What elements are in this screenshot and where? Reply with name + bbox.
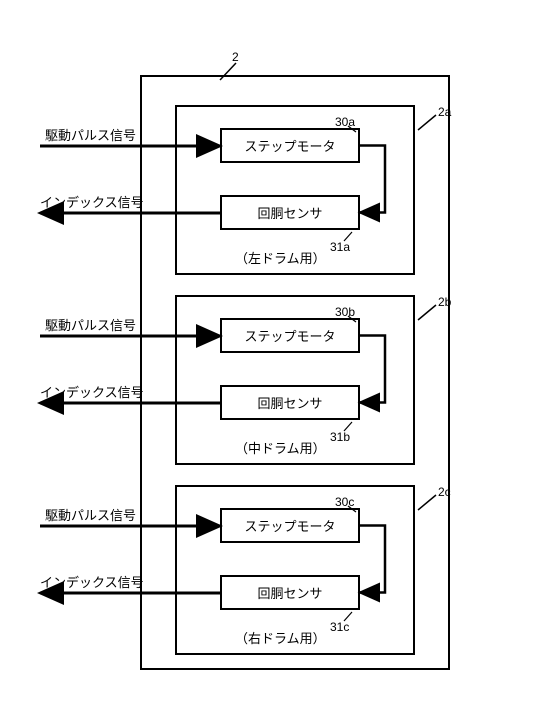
signal-bot-label-c: インデックス信号	[40, 572, 144, 591]
signal-bot-label-a: インデックス信号	[40, 192, 144, 211]
signal-bot-label-b: インデックス信号	[40, 382, 144, 401]
signal-top-label-a: 駆動パルス信号	[45, 125, 136, 144]
inner-ref-c: 2c	[438, 485, 451, 499]
step-motor-box-c: ステップモータ	[220, 508, 360, 543]
caption-b: （中ドラム用）	[235, 438, 326, 457]
sensor-box-b: 回胴センサ	[220, 385, 360, 420]
caption-c: （右ドラム用）	[235, 628, 326, 647]
outer-ref-label: 2	[232, 50, 239, 64]
sensor-tag-c: 31c	[330, 620, 349, 634]
caption-a: （左ドラム用）	[235, 248, 326, 267]
sensor-box-c: 回胴センサ	[220, 575, 360, 610]
inner-ref-a: 2a	[438, 105, 451, 119]
step-motor-box-b: ステップモータ	[220, 318, 360, 353]
diagram-canvas: 2 2aステップモータ30a回胴センサ31a（左ドラム用）駆動パルス信号インデッ…	[0, 0, 535, 724]
signal-top-label-c: 駆動パルス信号	[45, 505, 136, 524]
step-motor-tag-b: 30b	[335, 305, 355, 319]
sensor-tag-a: 31a	[330, 240, 350, 254]
step-motor-tag-c: 30c	[335, 495, 354, 509]
inner-ref-b: 2b	[438, 295, 451, 309]
sensor-box-a: 回胴センサ	[220, 195, 360, 230]
step-motor-box-a: ステップモータ	[220, 128, 360, 163]
step-motor-tag-a: 30a	[335, 115, 355, 129]
signal-top-label-b: 駆動パルス信号	[45, 315, 136, 334]
sensor-tag-b: 31b	[330, 430, 350, 444]
